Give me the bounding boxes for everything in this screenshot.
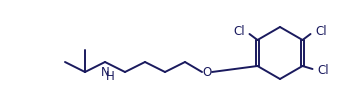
Text: Cl: Cl [318,63,329,77]
Text: N: N [101,65,109,79]
Text: Cl: Cl [316,25,327,37]
Text: O: O [202,65,212,79]
Text: Cl: Cl [234,25,245,37]
Text: H: H [105,70,114,82]
